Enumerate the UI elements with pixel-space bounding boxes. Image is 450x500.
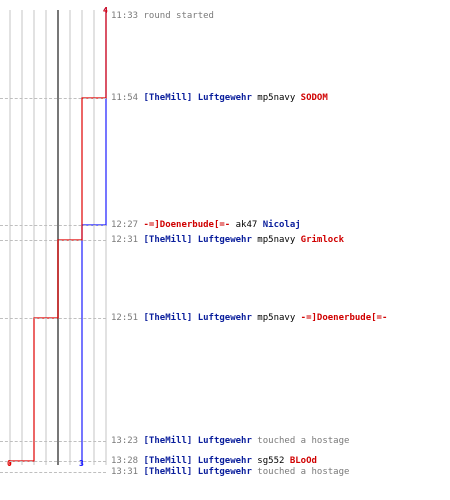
event-text: mp5navy [251,93,301,103]
row-separator [0,98,106,99]
log-entry: 13:23 [TheMill] Luftgewehr touched a hos… [111,435,349,447]
event-time: 13:28 [111,456,139,466]
event-time: 11:33 [111,11,139,21]
event-text: [TheMill] Luftgewehr [143,467,252,477]
blue-end-score: 3 [79,459,84,468]
log-entry: 11:33 round started [111,10,214,22]
row-separator [0,225,106,226]
log-entry: 12:31 [TheMill] Luftgewehr mp5navy Griml… [111,234,344,246]
event-text: -=]Doenerbude[=- [143,220,231,230]
event-text: [TheMill] Luftgewehr [143,313,252,323]
event-text: Grimlock [300,235,345,245]
blue-start-score: 4 [103,6,108,15]
log-row: 13:31 [TheMill] Luftgewehr touched a hos… [0,466,450,480]
event-text: mp5navy [251,235,301,245]
event-text: [TheMill] Luftgewehr [143,456,252,466]
event-time: 13:23 [111,436,139,446]
event-time: 12:51 [111,313,139,323]
row-separator [0,472,106,473]
event-text: [TheMill] Luftgewehr [143,93,252,103]
log-row: 11:54 [TheMill] Luftgewehr mp5navy SODOM [0,92,450,106]
event-time: 12:31 [111,235,139,245]
event-time: 11:54 [111,93,139,103]
event-text: BLoOd [289,456,317,466]
event-text: touched a hostage [251,436,350,446]
log-entry: 13:31 [TheMill] Luftgewehr touched a hos… [111,466,349,478]
log-row: 13:28 [TheMill] Luftgewehr sg552 BLoOd [0,455,450,469]
log-row: 11:33 round started [0,10,450,24]
event-text: round started [143,11,214,21]
event-text: mp5navy [251,313,301,323]
event-text: sg552 [251,456,290,466]
event-text: Nicolaj [262,220,301,230]
row-separator [0,441,106,442]
log-entry: 12:27 -=]Doenerbude[=- ak47 Nicolaj [111,219,301,231]
log-row: 12:31 [TheMill] Luftgewehr mp5navy Griml… [0,234,450,248]
log-row: 12:27 -=]Doenerbude[=- ak47 Nicolaj [0,219,450,233]
red-start-score: 4 [103,6,108,15]
log-row: 13:23 [TheMill] Luftgewehr touched a hos… [0,435,450,449]
event-time: 13:31 [111,467,139,477]
event-time: 12:27 [111,220,139,230]
red-end-score: 0 [7,459,12,468]
row-separator [0,318,106,319]
row-separator [0,461,106,462]
row-separator [0,240,106,241]
log-entry: 11:54 [TheMill] Luftgewehr mp5navy SODOM [111,92,328,104]
event-text: touched a hostage [251,467,350,477]
log-entry: 13:28 [TheMill] Luftgewehr sg552 BLoOd [111,455,317,467]
event-text: -=]Doenerbude[=- [300,313,388,323]
log-row: 12:51 [TheMill] Luftgewehr mp5navy -=]Do… [0,312,450,326]
event-text: ak47 [230,220,263,230]
event-text: SODOM [300,93,328,103]
event-text: [TheMill] Luftgewehr [143,436,252,446]
log-entry: 12:51 [TheMill] Luftgewehr mp5navy -=]Do… [111,312,387,324]
event-text: [TheMill] Luftgewehr [143,235,252,245]
